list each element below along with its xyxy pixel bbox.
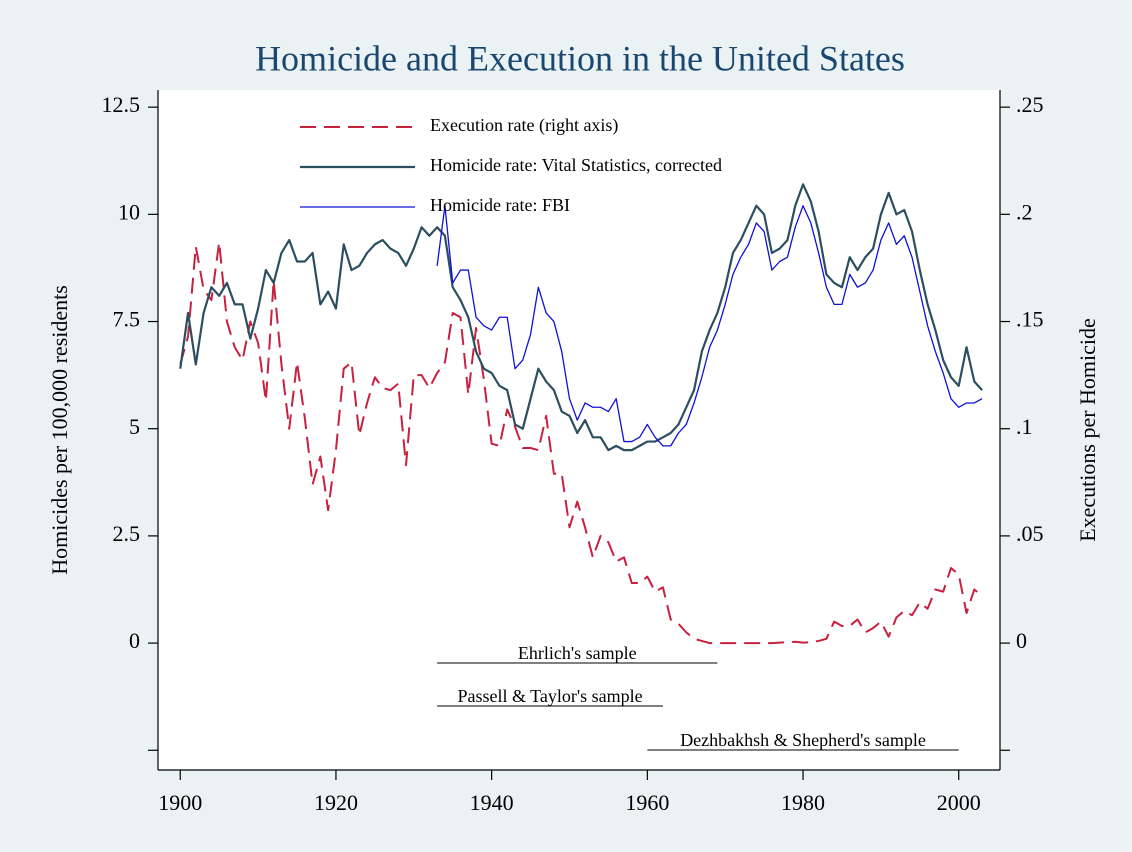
y2-tick-label: 0 xyxy=(1016,628,1027,653)
series-line xyxy=(179,183,983,452)
legend-label: Execution rate (right axis) xyxy=(430,115,618,136)
x-tick-label: 1900 xyxy=(158,790,202,815)
series-line xyxy=(436,205,983,447)
y2-tick-label: .25 xyxy=(1016,92,1044,117)
chart-title: Homicide and Execution in the United Sta… xyxy=(255,38,905,78)
y2-tick-label: .05 xyxy=(1016,521,1044,546)
series-line xyxy=(179,241,983,645)
x-tick-label: 1940 xyxy=(470,790,514,815)
x-tick-label: 1980 xyxy=(781,790,825,815)
sample-label: Dezhbakhsh & Shepherd's sample xyxy=(680,730,926,750)
y-tick-label: 7.5 xyxy=(113,307,141,332)
y-tick-label: 2.5 xyxy=(113,521,141,546)
y2-axis-title: Executions per Homicide xyxy=(1075,318,1100,542)
y-axis-title: Homicides per 100,000 residents xyxy=(47,285,72,575)
y-tick-label: 12.5 xyxy=(102,92,141,117)
y2-tick-label: .2 xyxy=(1016,199,1033,224)
y2-tick-label: .1 xyxy=(1016,414,1033,439)
x-tick-label: 1960 xyxy=(625,790,669,815)
y-tick-label: 0 xyxy=(129,628,140,653)
y2-tick-label: .15 xyxy=(1016,307,1044,332)
y-tick-label: 5 xyxy=(129,414,140,439)
x-tick-label: 1920 xyxy=(314,790,358,815)
sample-label: Passell & Taylor's sample xyxy=(457,686,642,706)
sample-label: Ehrlich's sample xyxy=(518,643,637,663)
legend-label: Homicide rate: FBI xyxy=(430,195,570,215)
x-tick-label: 2000 xyxy=(937,790,981,815)
y-tick-label: 10 xyxy=(118,199,140,224)
legend-label: Homicide rate: Vital Statistics, correct… xyxy=(430,155,722,175)
